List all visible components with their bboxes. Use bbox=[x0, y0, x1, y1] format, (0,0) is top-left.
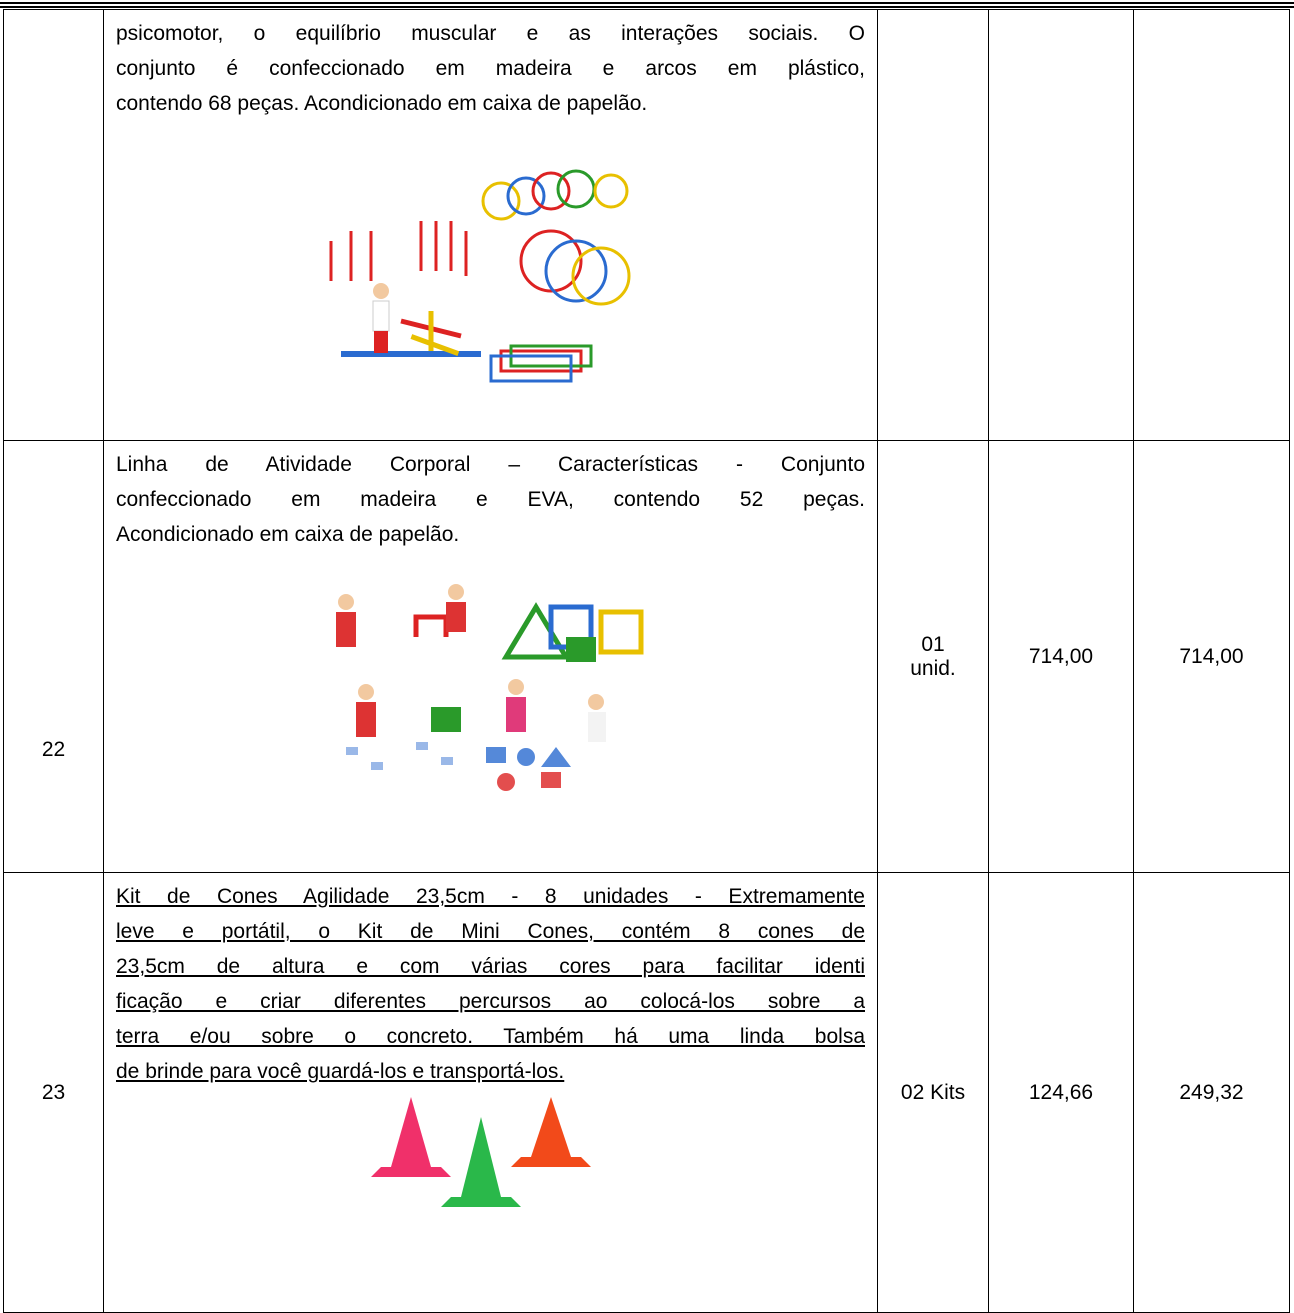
total: 714,00 bbox=[1133, 440, 1290, 873]
description-line: terra e/ou sobre o concreto. Também há u… bbox=[116, 1025, 865, 1048]
cell bbox=[877, 9, 989, 441]
description-line: 23,5cm de altura e com várias cores para… bbox=[116, 955, 865, 978]
product-image bbox=[335, 584, 643, 791]
description-line: Acondicionado em caixa de papelão. bbox=[116, 523, 460, 546]
product-table: psicomotor, o equilíbrio muscular e as i… bbox=[3, 9, 1290, 1313]
row: 23 Kit de Cones Agilidade 23,5cm - 8 uni… bbox=[3, 872, 1290, 1313]
description-line: contendo 68 peças. Acondicionado em caix… bbox=[116, 92, 648, 115]
cell: Kit de Cones Agilidade 23,5cm - 8 unidad… bbox=[103, 872, 878, 1313]
description-line: ficação e criar diferentes percursos ao … bbox=[116, 990, 865, 1013]
description: Linha de Atividade Corporal – Caracterís… bbox=[116, 447, 865, 552]
product-image bbox=[370, 1097, 591, 1207]
description-line: confeccionado em madeira e EVA, contendo… bbox=[116, 488, 865, 511]
item-number: 22 bbox=[3, 440, 104, 873]
description-line: conjunto é confeccionado em madeira e ar… bbox=[116, 57, 865, 80]
cell: Linha de Atividade Corporal – Caracterís… bbox=[103, 440, 878, 873]
description-line: Linha de Atividade Corporal – Caracterís… bbox=[116, 453, 865, 476]
description-line: Kit de Cones Agilidade 23,5cm - 8 unidad… bbox=[116, 885, 865, 908]
cell bbox=[3, 9, 104, 441]
cell: psicomotor, o equilíbrio muscular e as i… bbox=[103, 9, 878, 441]
quantity: 02 Kits bbox=[877, 872, 989, 1313]
row: 22 Linha de Atividade Corporal – Caracte… bbox=[3, 440, 1290, 873]
quantity-text: 01 unid. bbox=[910, 632, 956, 680]
row: psicomotor, o equilíbrio muscular e as i… bbox=[3, 9, 1290, 441]
description: psicomotor, o equilíbrio muscular e as i… bbox=[116, 16, 865, 121]
rule bbox=[0, 6, 1294, 8]
quantity: 01 unid. bbox=[877, 440, 989, 873]
unit-price: 124,66 bbox=[988, 872, 1134, 1313]
cell bbox=[1133, 9, 1290, 441]
product-image bbox=[329, 169, 630, 383]
rule bbox=[0, 2, 1294, 4]
description-line: leve e portátil, o Kit de Mini Cones, co… bbox=[116, 920, 865, 943]
total: 249,32 bbox=[1133, 872, 1290, 1313]
item-number: 23 bbox=[3, 872, 104, 1313]
unit-price: 714,00 bbox=[988, 440, 1134, 873]
description: Kit de Cones Agilidade 23,5cm - 8 unidad… bbox=[116, 879, 865, 1089]
cell bbox=[988, 9, 1134, 441]
description-line: de brinde para você guardá-los e transpo… bbox=[116, 1060, 565, 1083]
description-line: psicomotor, o equilíbrio muscular e as i… bbox=[116, 22, 865, 45]
